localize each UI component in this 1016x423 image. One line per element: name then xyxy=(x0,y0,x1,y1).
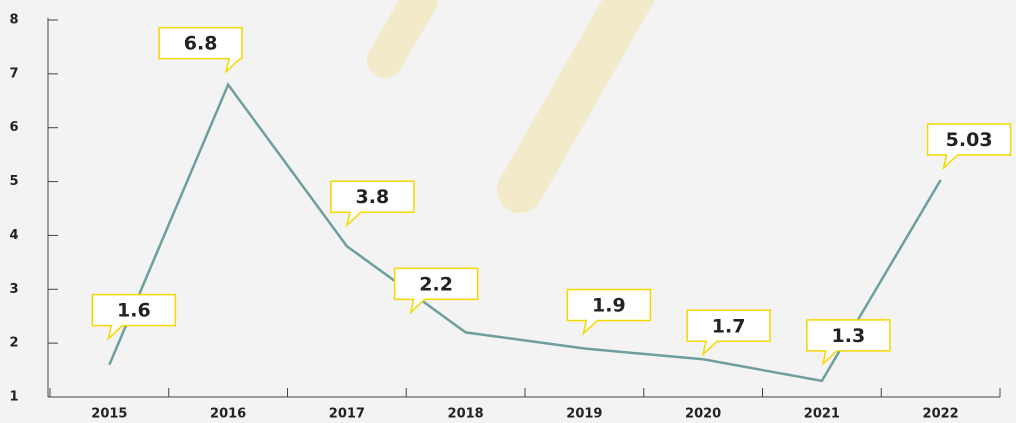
y-tick-label: 4 xyxy=(9,228,18,243)
chart: 1 2 3 4 5 6 7 8 2015 2016 2017 2018 2019 2020 2021 2022… xyxy=(0,0,1016,423)
decor-stripe xyxy=(385,0,420,60)
value-label: 1.6 xyxy=(117,300,151,322)
x-tick-label: 2021 xyxy=(804,407,840,422)
y-tick-label: 6 xyxy=(9,120,18,135)
y-tick-label: 2 xyxy=(9,336,18,351)
value-label: 5.03 xyxy=(946,129,993,151)
y-tick-label: 1 xyxy=(9,390,18,405)
x-tick-label: 2017 xyxy=(329,407,365,422)
x-tick-label: 2015 xyxy=(91,407,127,422)
y-tick-label: 5 xyxy=(9,174,18,189)
x-tick-label: 2016 xyxy=(210,407,246,422)
value-label: 1.7 xyxy=(712,315,746,337)
value-label: 1.9 xyxy=(592,295,626,317)
decor-stripe xyxy=(520,0,640,190)
x-tick-label: 2019 xyxy=(566,407,602,422)
value-label: 2.2 xyxy=(419,273,453,295)
x-tick-label: 2020 xyxy=(685,407,721,422)
x-tick-label: 2018 xyxy=(448,407,484,422)
x-tick-label: 2022 xyxy=(923,407,959,422)
value-label: 1.3 xyxy=(832,325,866,347)
y-tick-label: 8 xyxy=(9,13,18,28)
y-tick-label: 3 xyxy=(9,282,18,297)
value-label: 6.8 xyxy=(184,33,218,55)
y-tick-label: 7 xyxy=(9,66,18,81)
value-label: 3.8 xyxy=(356,186,390,208)
